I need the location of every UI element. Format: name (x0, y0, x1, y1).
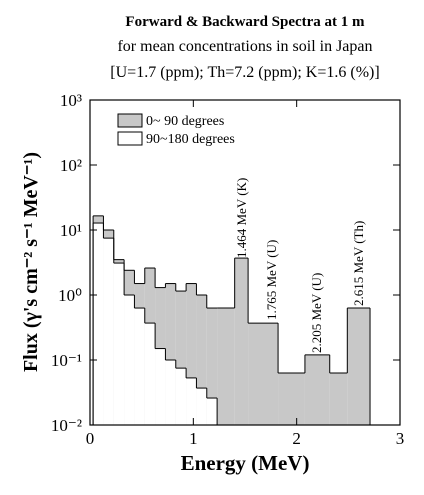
y-tick-label: 10² (60, 156, 82, 175)
histogram-bar (113, 263, 125, 425)
histogram-bar (304, 354, 330, 425)
x-tick-label: 1 (189, 429, 198, 448)
y-tick-label: 10¹ (60, 221, 82, 240)
x-tick-label: 3 (396, 429, 405, 448)
histogram-bar (206, 398, 218, 425)
y-tick-label: 10⁻² (51, 416, 82, 435)
histogram-bar (248, 323, 279, 425)
histogram-bar (186, 283, 197, 425)
annotation: 2.205 MeV (U) (309, 273, 324, 353)
histogram-bar (347, 308, 371, 425)
x-tick-label: 0 (86, 429, 95, 448)
histogram-bar (124, 295, 135, 425)
x-axis-label: Energy (MeV) (181, 451, 310, 475)
annotation: 1.464 MeV (K) (234, 178, 249, 258)
histogram-bar (217, 308, 235, 425)
legend-swatch (117, 113, 143, 128)
y-tick-label: 10⁰ (58, 286, 82, 305)
annotation: 1.765 MeV (U) (264, 240, 279, 320)
y-tick-label: 10³ (60, 91, 82, 110)
histogram-bar (144, 323, 156, 425)
plot-frame (89, 99, 401, 426)
histogram-bar (165, 360, 176, 425)
legend-label: 90~180 degrees (146, 132, 235, 147)
chart-subtitle: [U=1.7 (ppm); Th=7.2 (ppm); K=1.6 (%)] (110, 64, 379, 81)
legend-swatch (117, 131, 143, 146)
annotation: 2.615 MeV (Th) (351, 221, 366, 306)
histogram-bar (103, 238, 114, 425)
histogram-bar (134, 308, 145, 425)
histogram-bar (329, 373, 348, 425)
histogram-bar (186, 377, 197, 425)
chart-subtitle: for mean concentrations in soil in Japan (117, 38, 372, 55)
histogram-bar (196, 295, 207, 425)
y-axis-label: Flux (γ's cm⁻² s⁻¹ MeV⁻¹) (20, 152, 42, 372)
histogram-bar (165, 283, 176, 425)
histogram-bar (175, 368, 187, 425)
histogram-bar (234, 258, 249, 425)
histogram-bar (93, 223, 104, 425)
chart-title: Forward & Backward Spectra at 1 m (125, 14, 365, 30)
y-tick-label: 10⁻¹ (51, 351, 82, 370)
histogram-bar (206, 308, 218, 425)
x-tick-label: 2 (292, 429, 301, 448)
histogram-bar (155, 348, 166, 425)
legend-label: 0~ 90 degrees (146, 114, 224, 129)
histogram-bar (175, 291, 187, 425)
histogram-bar (278, 373, 305, 425)
histogram-bar (196, 388, 207, 425)
